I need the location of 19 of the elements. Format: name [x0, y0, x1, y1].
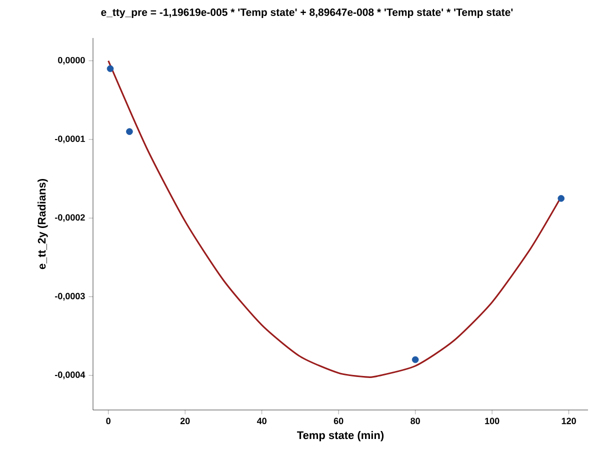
y-tick-label: -0,0002 [55, 214, 85, 222]
x-tick-label: 100 [485, 418, 500, 424]
x-tick-label: 120 [562, 418, 576, 424]
x-axis-title: Temp state (min) [297, 431, 384, 442]
x-tick-label: 40 [256, 418, 266, 424]
point [558, 195, 565, 202]
y-axis-title: e_tt_2y (Radians) [38, 179, 48, 270]
x-tick-label: 80 [410, 418, 420, 424]
y-tick-label: 0,0000 [58, 56, 85, 65]
point [106, 65, 114, 72]
chart-title: e_tty_pre = -1,19619e-005 * 'Temp state' + 8,89647e-008 * 'Temp state' * 'Temp state' [101, 8, 513, 18]
y-tick-label: -0,0001 [55, 136, 85, 144]
x-tick-label: 60 [334, 418, 344, 424]
y-tick-label: -0,0003 [55, 292, 85, 301]
x-tick-label: 20 [180, 418, 190, 424]
x-tick-label: 0 [106, 418, 110, 424]
point [412, 356, 419, 364]
point [126, 128, 133, 135]
y-tick-label: -0,0004 [55, 372, 86, 380]
